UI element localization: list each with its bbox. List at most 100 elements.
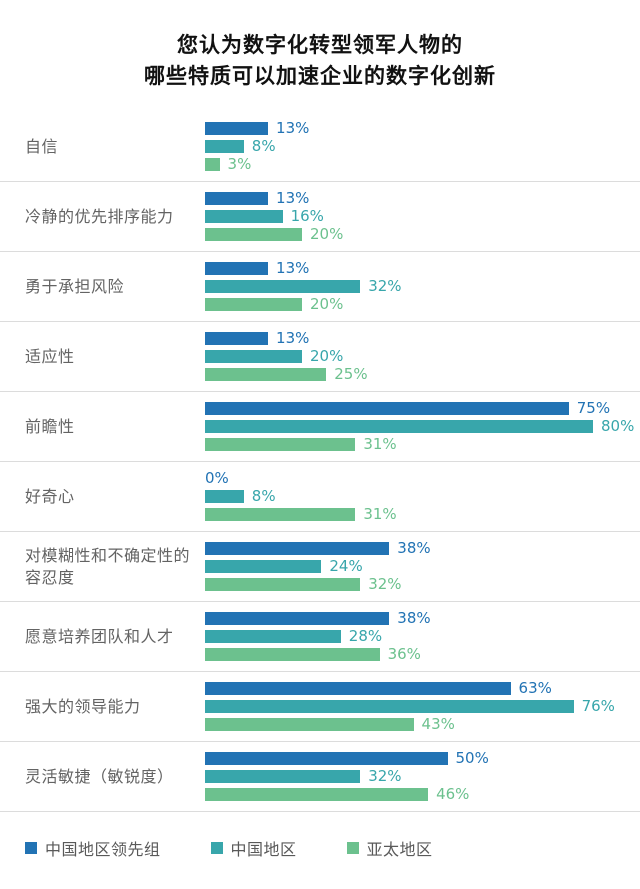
chart-row: 勇于承担风险 13% 32% 20% — [0, 252, 640, 322]
chart-row: 对模糊性和不确定性的容忍度 38% 24% 32% — [0, 532, 640, 602]
bar-value-label: 50% — [455, 749, 489, 767]
bar-line: 76% — [205, 697, 640, 715]
bar-line: 31% — [205, 505, 640, 523]
bar-series-3 — [205, 438, 356, 451]
bar-line: 38% — [205, 611, 640, 626]
bar-value-label: 8% — [251, 137, 276, 155]
bar-line: 20% — [205, 225, 640, 243]
bar-line: 16% — [205, 207, 640, 225]
bar-line: 13% — [205, 189, 640, 207]
bar-value-label: 36% — [387, 645, 421, 663]
category-label: 冷静的优先排序能力 — [25, 206, 174, 226]
bar-line: 50% — [205, 749, 640, 767]
category-label: 前瞻性 — [25, 416, 75, 436]
bar-line: 24% — [205, 557, 640, 575]
chart-title-line-1: 您认为数字化转型领军人物的 — [177, 33, 463, 57]
legend-item: 中国地区领先组 — [25, 836, 161, 860]
bar-series-1 — [205, 612, 390, 625]
bar-value-label: 0% — [205, 469, 229, 487]
bar-line: 31% — [205, 437, 640, 452]
chart-legend: 中国地区领先组 中国地区 亚太地区 — [0, 836, 640, 860]
bar-series-1 — [205, 122, 269, 135]
bar-value-label: 76% — [581, 697, 615, 715]
bar-chart: 自信 13% 8% 3% 冷静的优先排序能力 13% 16% 20% 勇于承担风险 13% 32% 2… — [0, 112, 640, 812]
bar-value-label: 16% — [290, 207, 324, 225]
bar-series-2 — [205, 770, 361, 783]
bar-series-3 — [205, 508, 356, 521]
bar-line: 3% — [205, 155, 640, 173]
legend-label: 中国地区领先组 — [45, 840, 161, 859]
bar-line: 63% — [205, 679, 640, 697]
category-label: 好奇心 — [25, 486, 75, 506]
bar-series-1 — [205, 542, 390, 555]
bar-line: 0% — [205, 469, 640, 487]
bar-line: 28% — [205, 627, 640, 645]
legend-swatch-icon — [346, 842, 359, 854]
bar-series-1 — [205, 262, 269, 275]
bar-value-label: 20% — [310, 347, 344, 365]
bar-line: 8% — [205, 137, 640, 155]
bar-series-2 — [205, 630, 341, 643]
bar-line: 80% — [205, 419, 640, 434]
bar-series-3 — [205, 158, 220, 171]
chart-row: 愿意培养团队和人才 38% 28% 36% — [0, 602, 640, 672]
bar-series-3 — [205, 228, 302, 241]
bar-series-2 — [205, 280, 361, 293]
bar-value-label: 63% — [518, 679, 552, 697]
category-label: 灵活敏捷（敏锐度） — [25, 766, 174, 786]
bar-line: 25% — [205, 365, 640, 383]
bar-value-label: 13% — [276, 189, 310, 207]
legend-swatch-icon — [25, 842, 37, 854]
bar-line: 46% — [205, 787, 640, 802]
category-label: 自信 — [25, 136, 59, 156]
bar-value-label: 24% — [329, 557, 363, 575]
bar-value-label: 38% — [397, 539, 431, 557]
bar-line: 20% — [205, 297, 640, 312]
bar-value-label: 28% — [348, 627, 383, 645]
bar-line: 13% — [205, 121, 640, 136]
bar-series-1 — [205, 332, 269, 345]
bar-line: 36% — [205, 645, 640, 663]
bar-series-2 — [205, 700, 574, 713]
bar-series-1 — [205, 402, 569, 415]
bar-series-3 — [205, 648, 380, 661]
bar-value-label: 32% — [368, 575, 402, 593]
legend-label: 中国地区 — [230, 840, 297, 859]
bar-series-3 — [205, 718, 414, 731]
bar-group: 0% 8% 31% — [205, 469, 640, 523]
bar-line: 32% — [205, 279, 640, 294]
bar-series-1 — [205, 682, 511, 695]
bar-series-3 — [205, 368, 327, 381]
bar-group: 38% 24% 32% — [205, 539, 640, 593]
bar-line: 20% — [205, 347, 640, 365]
chart-row: 强大的领导能力 63% 76% 43% — [0, 672, 640, 742]
category-label: 适应性 — [25, 346, 75, 366]
chart-row: 好奇心 0% 8% 31% — [0, 462, 640, 532]
bar-value-label: 8% — [251, 487, 276, 505]
bar-value-label: 32% — [368, 767, 402, 785]
bar-group: 13% 20% 25% — [205, 331, 640, 383]
bar-value-label: 25% — [334, 365, 368, 383]
chart-row: 灵活敏捷（敏锐度） 50% 32% 46% — [0, 742, 640, 812]
chart-row: 冷静的优先排序能力 13% 16% 20% — [0, 182, 640, 252]
legend-label: 亚太地区 — [366, 840, 433, 859]
bar-group: 50% 32% 46% — [205, 749, 640, 802]
bar-series-1 — [205, 192, 269, 205]
bar-value-label: 31% — [363, 505, 397, 523]
legend-item: 中国地区 — [210, 836, 297, 860]
legend-item: 亚太地区 — [346, 836, 433, 860]
bar-line: 32% — [205, 575, 640, 593]
legend-swatch-icon — [210, 842, 223, 854]
bar-group: 13% 8% 3% — [205, 121, 640, 173]
bar-value-label: 20% — [310, 225, 344, 243]
bar-series-1 — [205, 752, 448, 765]
bar-series-2 — [205, 140, 244, 153]
bar-series-2 — [205, 350, 302, 363]
bar-line: 32% — [205, 767, 640, 785]
chart-row: 自信 13% 8% 3% — [0, 112, 640, 182]
bar-value-label: 3% — [227, 155, 252, 173]
bar-line: 8% — [205, 487, 640, 505]
bar-value-label: 43% — [421, 715, 455, 733]
bar-line: 75% — [205, 401, 640, 416]
